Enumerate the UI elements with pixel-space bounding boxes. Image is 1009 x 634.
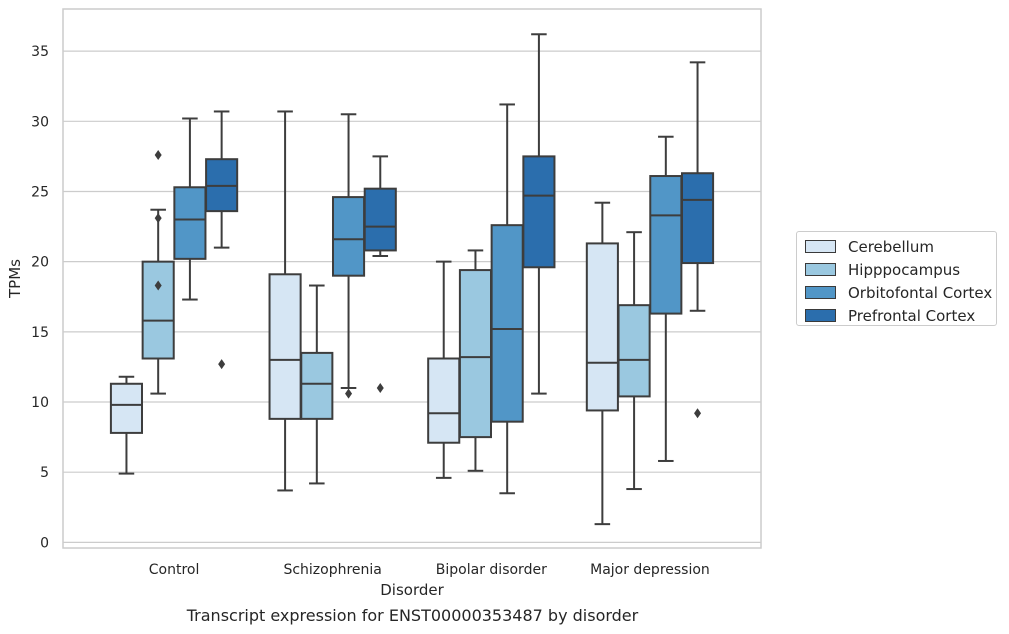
x-tick-label: Schizophrenia bbox=[283, 562, 381, 578]
iqr-box bbox=[109, 382, 144, 434]
outlier-point bbox=[154, 280, 162, 291]
x-tick-label: Major depression bbox=[590, 562, 710, 578]
iqr-box bbox=[363, 187, 397, 252]
y-tick-label: 10 bbox=[31, 395, 49, 411]
box-cerebellum-1 bbox=[268, 110, 302, 492]
iqr-box bbox=[490, 224, 524, 423]
outlier-point bbox=[694, 408, 702, 419]
box-orbitofontal-cortex-0 bbox=[173, 117, 207, 301]
outlier-point bbox=[345, 388, 353, 399]
figure-caption: Transcript expression for ENST0000035348… bbox=[186, 606, 639, 625]
legend-item: Orbitofontal Cortex bbox=[805, 281, 996, 304]
legend-label: Cerebellum bbox=[848, 237, 934, 256]
outlier-point bbox=[376, 382, 384, 393]
legend-swatch bbox=[805, 286, 836, 299]
box-prefrontal-cortex-3 bbox=[680, 61, 715, 419]
plot-area-frame bbox=[62, 8, 762, 549]
iqr-box bbox=[300, 351, 334, 420]
y-tick-label: 5 bbox=[40, 465, 49, 481]
iqr-box bbox=[617, 304, 651, 398]
iqr-box bbox=[268, 273, 302, 420]
x-tick-label: Bipolar disorder bbox=[436, 562, 547, 578]
box-cerebellum-0 bbox=[109, 375, 144, 475]
iqr-box bbox=[331, 196, 366, 277]
box-orbitofontal-cortex-1 bbox=[331, 113, 366, 399]
boxplot-marks bbox=[109, 33, 715, 526]
box-orbitofontal-cortex-2 bbox=[490, 103, 524, 495]
legend-label: Orbitofontal Cortex bbox=[848, 283, 993, 302]
iqr-box bbox=[141, 260, 175, 360]
x-axis-ticks: Control Schizophrenia Bipolar disorder Majo… bbox=[149, 562, 710, 578]
iqr-box bbox=[522, 155, 556, 269]
iqr-box bbox=[458, 269, 493, 439]
legend-swatch bbox=[805, 309, 836, 322]
legend-item: Prefrontal Cortex bbox=[805, 304, 996, 327]
box-hipppocampus-0 bbox=[141, 149, 175, 395]
iqr-box bbox=[427, 357, 461, 444]
x-tick-label: Control bbox=[149, 562, 200, 578]
y-tick-label: 20 bbox=[31, 255, 49, 271]
legend-swatch bbox=[805, 263, 836, 276]
box-prefrontal-cortex-2 bbox=[522, 33, 556, 395]
legend-item: Cerebellum bbox=[805, 235, 996, 258]
legend-label: Prefrontal Cortex bbox=[848, 306, 976, 325]
box-prefrontal-cortex-0 bbox=[205, 110, 239, 370]
box-hipppocampus-2 bbox=[458, 249, 493, 472]
iqr-box bbox=[680, 172, 715, 265]
y-axis-ticks: 0 5 10 15 20 25 30 35 bbox=[31, 44, 49, 551]
iqr-box bbox=[649, 175, 683, 315]
outlier-point bbox=[218, 359, 226, 370]
x-axis-label: Disorder bbox=[380, 581, 444, 599]
outlier-point bbox=[154, 149, 162, 160]
legend-item: Hipppocampus bbox=[805, 258, 996, 281]
box-hipppocampus-1 bbox=[300, 284, 334, 485]
iqr-box bbox=[585, 242, 619, 412]
outlier-point bbox=[154, 213, 162, 224]
box-hipppocampus-3 bbox=[617, 231, 651, 491]
box-cerebellum-2 bbox=[427, 260, 461, 479]
box-orbitofontal-cortex-3 bbox=[649, 135, 683, 462]
y-axis-label: TPMs bbox=[6, 259, 24, 299]
y-tick-label: 25 bbox=[31, 184, 49, 200]
legend-swatch bbox=[805, 240, 836, 253]
legend-label: Hipppocampus bbox=[848, 260, 961, 279]
legend: Cerebellum Hipppocampus Orbitofontal Corte… bbox=[796, 231, 997, 326]
y-tick-label: 30 bbox=[31, 114, 49, 130]
y-tick-label: 35 bbox=[31, 44, 49, 60]
y-tick-label: 0 bbox=[40, 535, 49, 551]
iqr-box bbox=[173, 186, 207, 260]
y-tick-label: 15 bbox=[31, 325, 49, 341]
box-prefrontal-cortex-1 bbox=[363, 155, 397, 393]
box-cerebellum-3 bbox=[585, 201, 619, 526]
